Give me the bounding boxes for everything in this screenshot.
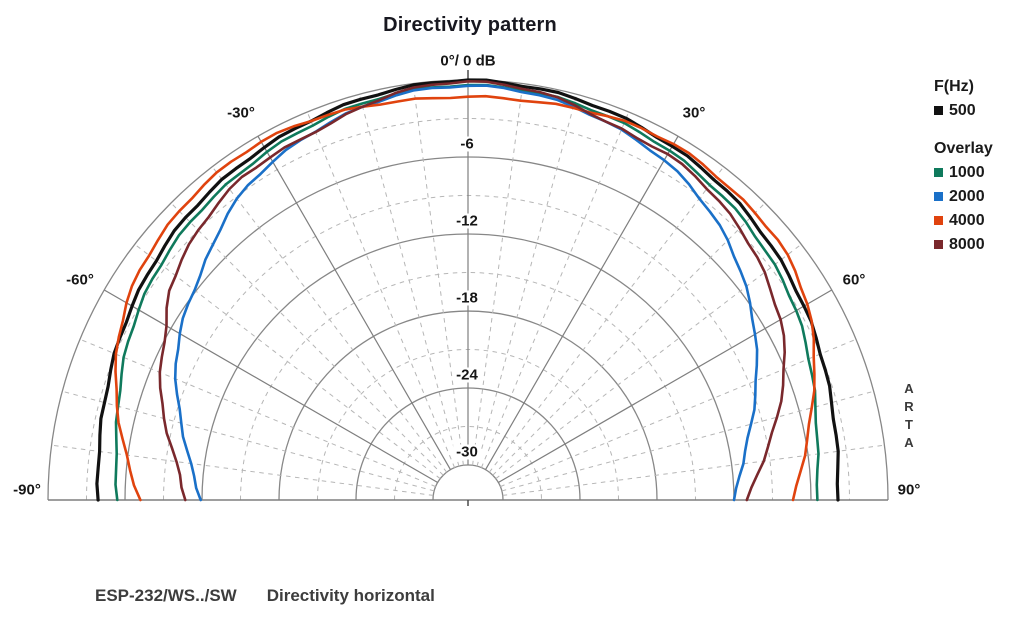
grid-ray-dashed <box>495 243 802 480</box>
angle-label-60: 60° <box>842 271 866 289</box>
arta-letter: R <box>904 399 914 414</box>
db-label--24: -24 <box>453 367 481 383</box>
legend-label-8000: 8000 <box>949 236 985 253</box>
legend: F(Hz) 500 Overlay 1000 2000 4000 8000 <box>934 78 993 260</box>
db-label--18: -18 <box>453 290 481 306</box>
grid-ray-dashed <box>306 111 456 468</box>
grid-ring-dashed <box>86 118 850 501</box>
footer-model-label: ESP-232/WS../SW <box>95 586 237 605</box>
grid-ray-dashed <box>480 111 630 468</box>
angle-label-90: 90° <box>897 481 921 499</box>
grid-ray-solid <box>484 135 679 470</box>
curve-4000hz <box>114 94 816 502</box>
grid-ring-solid <box>432 464 504 501</box>
grid-ray-dashed <box>501 390 874 492</box>
grid-ray-solid <box>103 289 438 484</box>
curve-8000hz <box>158 80 786 502</box>
footer-measurement-label: Directivity horizontal <box>266 586 435 605</box>
grid-ray-dashed <box>170 202 444 476</box>
legend-item-1000: 1000 <box>934 164 993 181</box>
legend-swatch-500 <box>934 106 943 115</box>
grid-ray-dashed <box>134 243 441 480</box>
grid-ray-dashed <box>472 83 524 466</box>
legend-swatch-8000 <box>934 240 943 249</box>
legend-item-2000: 2000 <box>934 188 993 205</box>
arta-letter: A <box>904 381 914 396</box>
curve-500hz <box>95 78 840 502</box>
chart-title: Directivity pattern <box>383 14 557 36</box>
db-label--12: -12 <box>453 213 481 229</box>
grid-ray-dashed <box>412 83 464 466</box>
grid-ray-dashed <box>211 166 448 473</box>
grid-ray-dashed <box>62 390 435 492</box>
legend-item-8000: 8000 <box>934 236 993 253</box>
legend-frequency-header: F(Hz) <box>934 78 974 95</box>
footer-caption: ESP-232/WS../SW Directivity horizontal <box>95 586 435 606</box>
grid-ray-dashed <box>358 94 460 467</box>
grid-ray-dashed <box>79 338 436 488</box>
grid-ray-dashed <box>502 444 885 496</box>
legend-label-4000: 4000 <box>949 212 985 229</box>
legend-swatch-1000 <box>934 168 943 177</box>
arta-watermark: A R T A <box>901 380 917 452</box>
legend-item-500: 500 <box>934 102 993 119</box>
grid-ray-dashed <box>51 444 434 496</box>
angle-label-30: 30° <box>682 104 706 122</box>
legend-overlay-header: Overlay <box>934 140 993 157</box>
legend-label-2000: 2000 <box>949 188 985 205</box>
legend-item-4000: 4000 <box>934 212 993 229</box>
grid-ray-dashed <box>476 94 578 467</box>
grid-ray-solid <box>257 135 452 470</box>
angle-label--90: -90° <box>13 481 41 499</box>
grid-ring-dashed <box>240 272 696 501</box>
angle-label-0: 0°/ 0 dB <box>440 52 496 70</box>
grid-ray-dashed <box>488 166 725 473</box>
grid-ray-solid <box>498 289 833 484</box>
legend-swatch-2000 <box>934 192 943 201</box>
legend-label-500: 500 <box>949 102 976 119</box>
curve-2000hz <box>173 84 759 502</box>
legend-swatch-4000 <box>934 216 943 225</box>
grid-ray-dashed <box>492 202 766 476</box>
angle-label--60: -60° <box>66 271 94 289</box>
legend-label-1000: 1000 <box>949 164 985 181</box>
arta-letter: T <box>905 417 913 432</box>
angle-label--30: -30° <box>227 104 255 122</box>
arta-letter: A <box>904 435 914 450</box>
db-label--6: -6 <box>457 136 477 152</box>
db-label--30: -30 <box>453 444 481 460</box>
grid-ray-dashed <box>500 338 857 488</box>
